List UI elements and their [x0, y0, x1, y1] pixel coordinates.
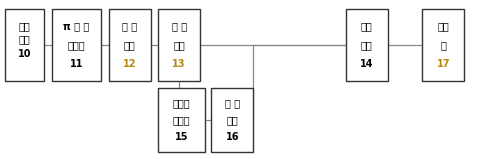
Text: 电路: 电路 — [173, 40, 185, 50]
Text: 滤 波: 滤 波 — [171, 21, 187, 31]
Text: 市电: 市电 — [19, 34, 31, 44]
Text: 波电路: 波电路 — [68, 40, 85, 50]
Text: 13: 13 — [172, 59, 186, 69]
Bar — [5, 9, 44, 81]
Bar — [346, 9, 388, 81]
Bar — [422, 9, 464, 81]
Text: 动电路: 动电路 — [173, 115, 190, 125]
Text: 电路: 电路 — [227, 115, 238, 125]
Bar — [211, 88, 253, 152]
Text: 15: 15 — [175, 132, 188, 142]
Text: 上电启: 上电启 — [173, 99, 190, 109]
Text: 管: 管 — [441, 40, 446, 50]
Text: 负载: 负载 — [361, 21, 372, 31]
Bar — [109, 9, 151, 81]
Text: 11: 11 — [70, 59, 83, 69]
Text: 10: 10 — [18, 49, 32, 59]
Bar — [158, 9, 200, 81]
Text: 整 流: 整 流 — [122, 21, 137, 31]
Text: 16: 16 — [226, 132, 239, 142]
Bar — [52, 9, 101, 81]
Text: 电子: 电子 — [438, 21, 449, 31]
Text: 14: 14 — [360, 59, 373, 69]
Text: 17: 17 — [437, 59, 450, 69]
Text: 电路: 电路 — [124, 40, 135, 50]
Text: 振 荡: 振 荡 — [225, 99, 240, 109]
Text: π 型 滤: π 型 滤 — [63, 21, 90, 31]
Text: 电路: 电路 — [361, 40, 372, 50]
Text: 12: 12 — [123, 59, 136, 69]
Text: 市电: 市电 — [19, 21, 31, 31]
Bar — [158, 88, 205, 152]
